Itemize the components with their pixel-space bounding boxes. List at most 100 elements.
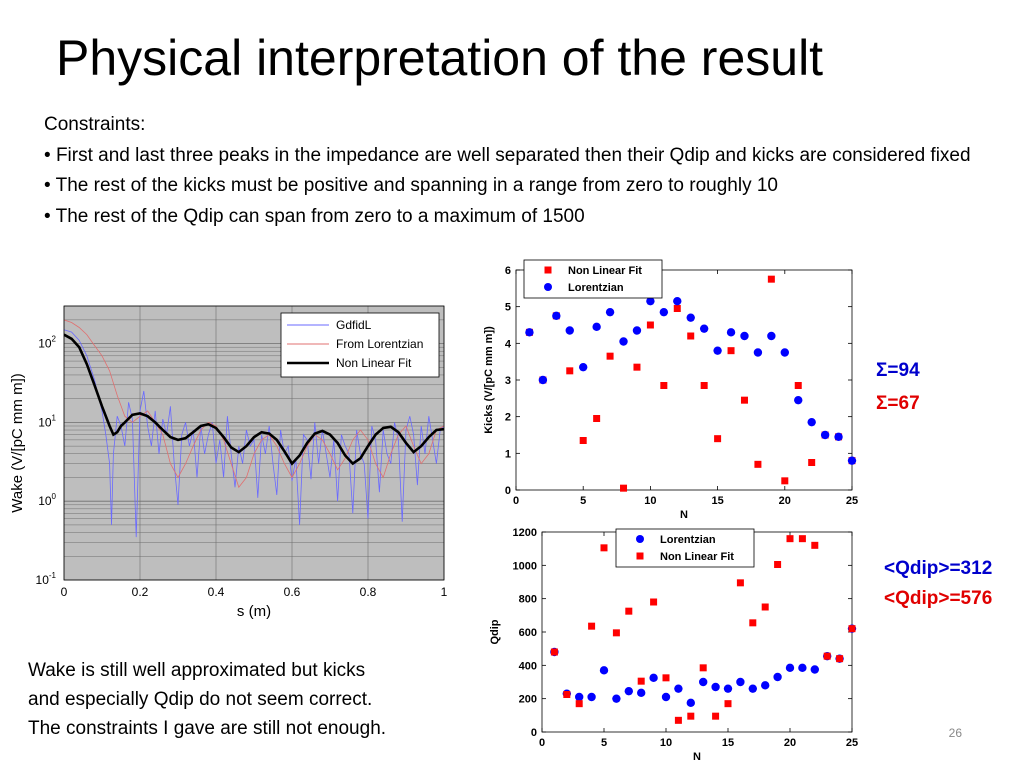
data-point-circle: [646, 296, 655, 306]
data-point-square: [836, 655, 844, 663]
data-point-square: [714, 435, 722, 443]
qdip-blue-annotation: <Qdip>=312: [884, 558, 993, 579]
data-point-square: [736, 579, 744, 587]
data-point-circle: [711, 682, 720, 692]
data-point-circle: [632, 326, 642, 335]
x-tick-label: 20: [784, 737, 796, 749]
tick-exponent: 1: [52, 413, 57, 422]
data-point-circle: [847, 456, 857, 465]
data-point-circle: [661, 692, 671, 702]
x-tick-label: 15: [711, 495, 723, 507]
data-point-circle: [820, 430, 830, 440]
sigma-red-annotation: Σ=67: [876, 393, 920, 414]
x-tick-label: 25: [846, 495, 858, 507]
y-tick-label: 0: [505, 485, 511, 497]
legend-label: From Lorentzian: [336, 337, 423, 351]
data-point-square: [798, 535, 806, 543]
data-point-square: [786, 535, 794, 543]
tick-exponent: -1: [49, 571, 57, 580]
legend-label: Non Linear Fit: [568, 265, 642, 277]
y-axis-label: Wake (V/[pC mm m]): [9, 373, 26, 512]
legend-label: Non Linear Fit: [336, 356, 412, 370]
tick-base: 10: [38, 494, 52, 508]
data-point-circle: [605, 307, 615, 317]
data-point-circle: [592, 322, 601, 332]
legend-box: [523, 259, 663, 299]
data-point-circle: [834, 432, 843, 442]
constraints-block: Constraints: • First and last three peak…: [44, 110, 984, 232]
y-tick-label: 101: [38, 413, 56, 429]
y-tick-label: 0: [531, 727, 537, 739]
data-point-square: [727, 347, 735, 355]
tick-base: 10: [36, 573, 50, 587]
legend-box: [280, 312, 440, 378]
data-point-square: [593, 415, 601, 422]
data-point-square: [781, 477, 789, 485]
x-tick-label: 0: [61, 585, 68, 599]
y-axis-label: Kicks (V/[pC mm m]): [483, 326, 495, 434]
bullet-text: The rest of the Qdip can span from zero …: [55, 205, 585, 227]
y-tick-label: 4: [505, 338, 512, 350]
series-line-non-linear-fit: [64, 333, 444, 466]
data-point-circle: [810, 665, 819, 674]
legend-swatch: [544, 266, 552, 274]
data-point-square: [662, 674, 670, 682]
qdip-red-annotation: <Qdip>=576: [884, 588, 993, 609]
data-point-circle: [686, 698, 695, 708]
note-line: Wake is still well approximated but kick…: [28, 660, 366, 681]
data-point-square: [754, 460, 762, 468]
data-point-circle: [794, 395, 803, 405]
x-tick-label: 0.4: [208, 585, 225, 599]
data-point-circle: [552, 311, 561, 321]
y-axis-label: Qdip: [489, 619, 501, 644]
x-tick-label: 0: [539, 737, 545, 749]
bullet-item: • First and last three peaks in the impe…: [44, 144, 971, 166]
plot-area: [515, 269, 853, 491]
data-point-square: [563, 691, 571, 698]
data-point-circle: [748, 684, 757, 693]
x-tick-label: 5: [580, 495, 586, 507]
data-point-circle: [761, 681, 770, 690]
data-point-square: [588, 622, 596, 630]
constraints-heading: Constraints:: [44, 114, 146, 135]
data-point-circle: [686, 313, 695, 322]
data-point-square: [687, 712, 695, 720]
data-point-square: [612, 629, 620, 637]
y-tick-label: 3: [505, 375, 511, 387]
x-tick-label: 0.6: [284, 585, 301, 599]
data-point-circle: [753, 348, 763, 357]
data-point-circle: [538, 375, 548, 385]
legend-label: Lorentzian: [568, 282, 624, 294]
legend-swatch: [636, 535, 644, 543]
qdip-chart: 0 5 10 15 20 25 0 200 400 600 800 1000 1200 N Qdip Lore…: [489, 527, 858, 763]
y-tick-label: 6: [505, 265, 511, 277]
x-axis-label: s (m): [237, 603, 271, 620]
sigma-blue-annotation: Σ=94: [876, 360, 920, 381]
y-tick-label: 200: [519, 694, 537, 706]
bullet-text: First and last three peaks in the impeda…: [55, 144, 971, 166]
data-point-square: [579, 437, 587, 444]
data-point-circle: [674, 684, 683, 693]
data-point-circle: [525, 328, 534, 337]
data-point-square: [606, 352, 614, 360]
data-point-square: [749, 619, 757, 627]
data-point-circle: [780, 348, 789, 357]
y-tick-label: 1200: [513, 527, 537, 539]
x-tick-label: 5: [601, 737, 607, 749]
y-tick-label: 1000: [513, 560, 537, 572]
page-number: 26: [948, 726, 962, 740]
data-point-circle: [612, 694, 621, 703]
data-point-square: [724, 700, 732, 708]
bullet-item: • The rest of the kicks must be positive…: [44, 175, 778, 196]
data-point-circle: [565, 326, 574, 335]
data-point-square: [620, 484, 628, 492]
data-point-square: [650, 598, 658, 606]
y-tick-label: 600: [519, 627, 537, 639]
data-point-square: [673, 305, 681, 312]
y-tick-label: 5: [505, 302, 511, 314]
data-point-circle: [713, 346, 722, 355]
tick-exponent: 2: [52, 335, 57, 344]
x-tick-label: 0.2: [132, 585, 149, 599]
kicks-chart: 0 5 10 15 20 25 0 1 2 3 4 5 6 N Kicks (V/[pC mm m]) Non…: [483, 259, 858, 521]
